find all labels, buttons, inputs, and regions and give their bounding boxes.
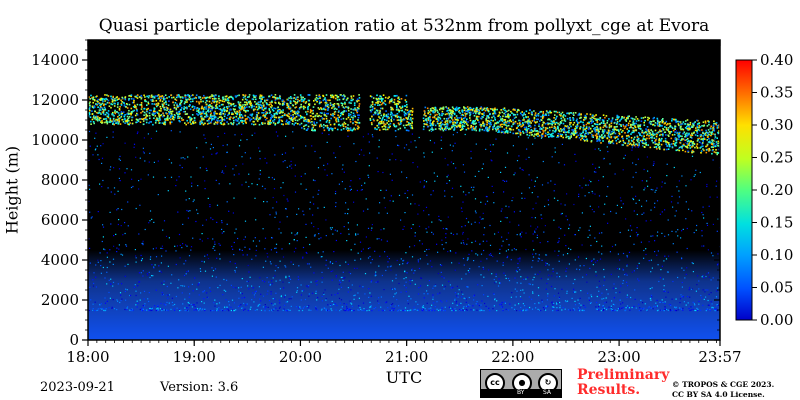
cc-badge-strip	[481, 389, 561, 397]
boundary-layer-band	[88, 250, 720, 340]
colorbar-tick-label: 0.40	[760, 51, 793, 69]
colorbar-tick-label: 0.05	[760, 279, 793, 297]
chart-title: Quasi particle depolarization ratio at 5…	[98, 16, 710, 36]
footer-date: 2023-09-21	[40, 380, 115, 395]
y-tick-label: 0	[69, 331, 79, 349]
y-tick-label: 6000	[41, 211, 79, 229]
copyright-line1: © TROPOS & CGE 2023.	[672, 380, 775, 389]
copyright-line2: CC BY SA 4.0 License.	[672, 390, 765, 399]
colorbar-tick-label: 0.35	[760, 84, 793, 102]
x-tick-label: 21:00	[385, 348, 428, 366]
preliminary-notice: Preliminary Results.	[577, 368, 677, 398]
x-tick-label: 22:00	[491, 348, 534, 366]
y-tick-label: 12000	[31, 91, 79, 109]
preliminary-line2: Results.	[577, 382, 641, 398]
y-tick-label: 2000	[41, 291, 79, 309]
x-tick-label: 19:00	[173, 348, 216, 366]
y-tick-label: 10000	[31, 131, 79, 149]
cirrus-cloud-layer	[88, 94, 720, 156]
cc-sa-text: SA	[543, 389, 552, 396]
colorbar-tick-label: 0.15	[760, 214, 793, 232]
colorbar-tick-label: 0.00	[760, 311, 793, 329]
y-tick-label: 4000	[41, 251, 79, 269]
colorbar-tick-label: 0.30	[760, 116, 793, 134]
cc-license-badge: cc ● ↻ BY SA	[480, 369, 562, 398]
x-tick-label: 23:57	[698, 348, 741, 366]
cc-by-text: BY	[517, 389, 525, 396]
footer-version: Version: 3.6	[160, 380, 239, 395]
y-tick-label: 8000	[41, 171, 79, 189]
x-tick-label: 18:00	[66, 348, 109, 366]
colorbar-tick-label: 0.25	[760, 149, 793, 167]
x-tick-label: 23:00	[597, 348, 640, 366]
y-tick-label: 14000	[31, 51, 79, 69]
colorbar-tick-label: 0.20	[760, 181, 793, 199]
x-axis-label: UTC	[385, 368, 423, 387]
copyright-notice: © TROPOS & CGE 2023. CC BY SA 4.0 Licens…	[672, 380, 798, 400]
noise-speckles	[88, 130, 720, 312]
colorbar	[735, 59, 753, 321]
colorbar-tick-label: 0.10	[760, 246, 793, 264]
x-tick-label: 20:00	[279, 348, 322, 366]
preliminary-line1: Preliminary	[577, 367, 670, 383]
